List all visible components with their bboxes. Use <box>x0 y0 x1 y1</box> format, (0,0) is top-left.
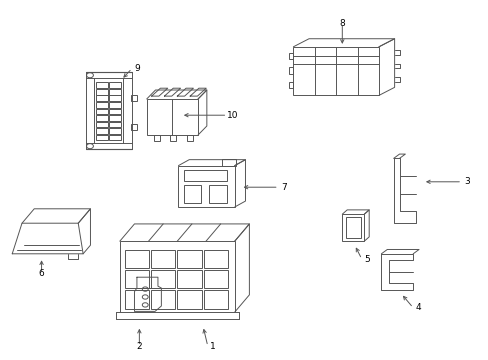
Bar <box>108 95 121 101</box>
Bar <box>170 135 176 141</box>
Bar <box>203 270 227 288</box>
Bar <box>177 250 201 269</box>
Bar <box>96 135 107 140</box>
Bar <box>288 53 293 59</box>
Bar <box>131 123 137 130</box>
Bar <box>154 135 160 141</box>
Bar <box>108 122 121 127</box>
Text: 9: 9 <box>134 64 140 73</box>
Bar <box>146 99 198 135</box>
Bar <box>342 214 364 241</box>
Bar <box>96 82 107 88</box>
Bar <box>96 95 107 101</box>
Bar <box>222 159 236 166</box>
Bar <box>177 290 201 309</box>
Bar <box>208 185 227 203</box>
Bar <box>96 115 107 121</box>
Bar <box>96 108 107 114</box>
Bar <box>108 115 121 121</box>
Bar <box>151 250 175 269</box>
Text: 4: 4 <box>414 303 420 312</box>
Bar <box>124 270 149 288</box>
Text: 3: 3 <box>463 177 469 186</box>
Bar <box>131 95 137 102</box>
Text: 10: 10 <box>226 111 238 120</box>
Bar <box>184 185 201 203</box>
Text: 2: 2 <box>136 342 142 351</box>
Bar <box>96 89 107 95</box>
Text: 7: 7 <box>280 183 286 192</box>
Bar <box>108 135 121 140</box>
Bar <box>288 82 293 88</box>
Bar <box>184 170 227 181</box>
Bar <box>203 290 227 309</box>
Bar <box>186 135 192 141</box>
Bar <box>108 108 121 114</box>
Bar <box>108 128 121 134</box>
Bar <box>293 47 378 95</box>
Bar <box>108 89 121 95</box>
Bar <box>108 102 121 108</box>
Bar <box>96 102 107 108</box>
Text: 5: 5 <box>363 255 369 264</box>
Bar <box>203 250 227 269</box>
Bar <box>124 250 149 269</box>
Bar <box>151 290 175 309</box>
Bar <box>108 82 121 88</box>
Text: 8: 8 <box>339 19 345 28</box>
Bar <box>120 241 234 312</box>
Bar <box>96 128 107 134</box>
Bar <box>345 217 360 238</box>
Bar <box>124 290 149 309</box>
Bar <box>288 67 293 74</box>
Bar <box>151 270 175 288</box>
Text: 6: 6 <box>39 269 44 278</box>
Bar <box>96 122 107 127</box>
Bar <box>177 270 201 288</box>
Text: 1: 1 <box>209 342 215 351</box>
Bar <box>178 166 234 207</box>
